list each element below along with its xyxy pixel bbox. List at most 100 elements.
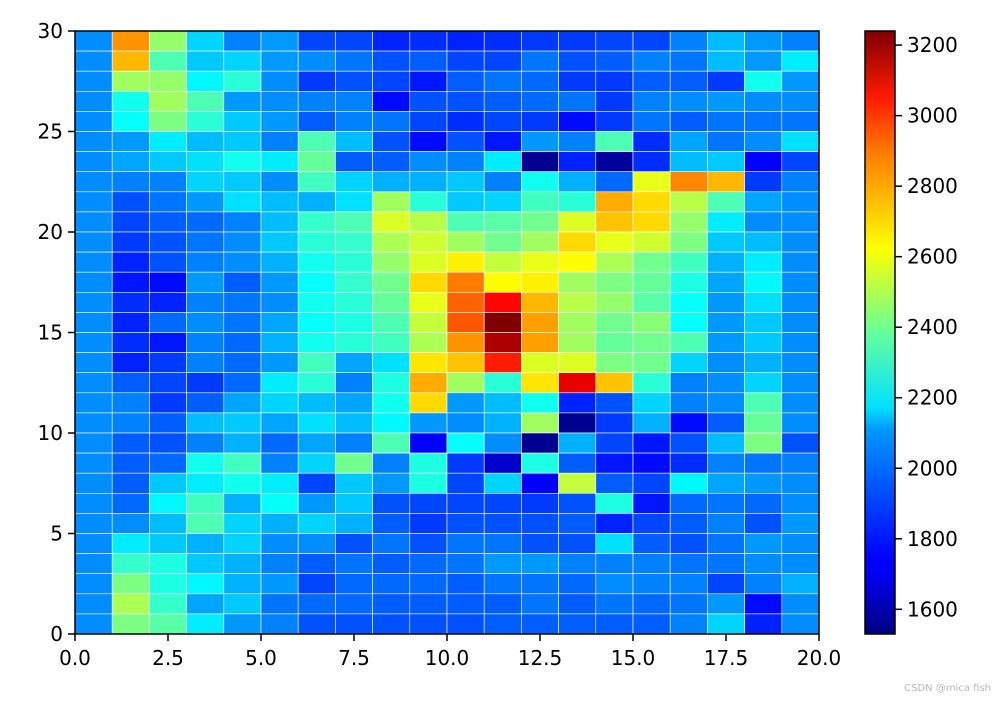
heatmap-cell: [483, 91, 522, 112]
heatmap-cell: [335, 91, 373, 112]
heatmap-cell: [669, 412, 708, 434]
heatmap-cell: [260, 271, 299, 293]
heatmap-cell: [297, 131, 336, 152]
heatmap-cell: [669, 312, 708, 333]
heatmap-cell: [260, 533, 299, 554]
heatmap-cell: [781, 50, 820, 72]
heatmap-cell: [632, 312, 671, 333]
heatmap-cell: [669, 211, 708, 233]
heatmap-cell: [483, 131, 522, 152]
y-tick-label: 0: [50, 622, 63, 646]
heatmap-cell: [707, 271, 745, 293]
heatmap-cell: [297, 372, 336, 394]
heatmap-cell: [111, 533, 150, 554]
heatmap-cell: [595, 312, 634, 333]
heatmap-cell: [149, 513, 187, 534]
heatmap-cell: [669, 573, 708, 595]
x-tick-label: 15.0: [611, 646, 656, 670]
heatmap-cell: [223, 613, 262, 635]
heatmap-cell: [74, 70, 113, 92]
heatmap-cell: [521, 593, 559, 615]
heatmap-cell: [74, 492, 113, 514]
heatmap-cell: [744, 593, 783, 615]
heatmap-cell: [669, 271, 708, 293]
heatmap-cell: [521, 131, 559, 152]
heatmap-cell: [335, 131, 373, 152]
heatmap-cell: [372, 432, 411, 454]
heatmap-cell: [223, 30, 262, 52]
heatmap-cell: [744, 91, 783, 112]
heatmap-cell: [372, 352, 411, 374]
heatmap-cell: [111, 111, 150, 132]
heatmap-cell: [595, 472, 634, 494]
heatmap-cell: [558, 171, 597, 193]
heatmap-cell: [744, 191, 783, 213]
heatmap-cell: [558, 613, 597, 635]
heatmap-cell: [149, 50, 187, 72]
heatmap-cell: [260, 151, 299, 173]
heatmap-cell: [260, 50, 299, 72]
heatmap-cell: [111, 131, 150, 152]
heatmap-cell: [186, 231, 225, 253]
heatmap-cell: [707, 593, 745, 615]
heatmap-cell: [260, 472, 299, 494]
heatmap-cell: [707, 392, 745, 414]
heatmap-cell: [186, 533, 225, 554]
heatmap-cell: [707, 251, 745, 273]
heatmap-cell: [558, 251, 597, 273]
heatmap-cell: [149, 111, 187, 132]
heatmap-cell: [446, 513, 485, 534]
heatmap-cell: [781, 593, 820, 615]
heatmap-cell: [297, 533, 336, 554]
heatmap-cell: [669, 70, 708, 92]
heatmap-cell: [558, 352, 597, 374]
heatmap-cell: [446, 332, 485, 353]
heatmap-cell: [297, 332, 336, 353]
heatmap-cell: [74, 91, 113, 112]
heatmap-cell: [223, 533, 262, 554]
heatmap-cell: [781, 30, 820, 52]
heatmap-cell: [260, 593, 299, 615]
heatmap-cell: [744, 231, 783, 253]
heatmap-cell: [149, 332, 187, 353]
heatmap-cell: [521, 352, 559, 374]
heatmap-cell: [483, 271, 522, 293]
heatmap-cell: [446, 533, 485, 554]
heatmap-cell: [483, 533, 522, 554]
heatmap-cell: [483, 412, 522, 434]
heatmap-cell: [781, 412, 820, 434]
heatmap-cell: [744, 472, 783, 494]
heatmap-cell: [446, 492, 485, 514]
heatmap-cell: [372, 30, 411, 52]
heatmap-cell: [111, 553, 150, 574]
heatmap-cell: [223, 412, 262, 434]
heatmap-cell: [149, 372, 187, 394]
heatmap-cell: [223, 70, 262, 92]
heatmap-cell: [744, 352, 783, 374]
heatmap-cell: [149, 211, 187, 233]
heatmap-cell: [74, 111, 113, 132]
heatmap-cell: [297, 472, 336, 494]
heatmap-cell: [372, 191, 411, 213]
heatmap-cell: [483, 392, 522, 414]
heatmap-cell: [297, 191, 336, 213]
heatmap-cell: [558, 151, 597, 173]
heatmap-cell: [409, 251, 448, 273]
heatmap-cell: [446, 30, 485, 52]
heatmap-cell: [186, 291, 225, 313]
heatmap-cell: [707, 573, 745, 595]
heatmap-cell: [74, 291, 113, 313]
heatmap-cell: [409, 533, 448, 554]
heatmap-cell: [669, 191, 708, 213]
heatmap-cell: [186, 392, 225, 414]
heatmap-cell: [669, 91, 708, 112]
heatmap-cell: [558, 50, 597, 72]
heatmap-cell: [446, 553, 485, 574]
heatmap-cell: [632, 30, 671, 52]
heatmap-cell: [595, 171, 634, 193]
heatmap-cell: [632, 513, 671, 534]
heatmap-cell: [409, 452, 448, 474]
heatmap-cell: [744, 70, 783, 92]
heatmap-cell: [260, 573, 299, 595]
heatmap-cell: [781, 533, 820, 554]
